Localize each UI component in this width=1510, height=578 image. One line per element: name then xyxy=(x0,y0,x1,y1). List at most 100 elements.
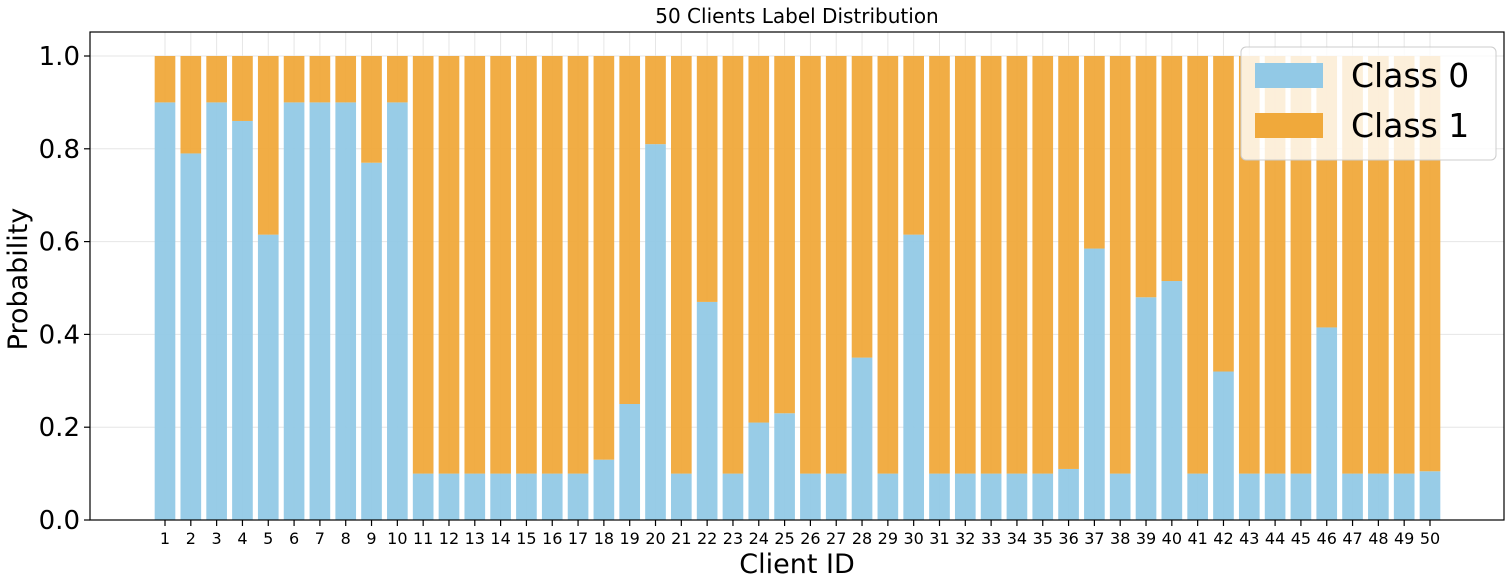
x-tick-label: 22 xyxy=(697,529,717,548)
x-tick-label: 4 xyxy=(237,529,247,548)
bar-class1-client-22 xyxy=(696,56,718,302)
x-tick-label: 47 xyxy=(1342,529,1362,548)
x-tick-label: 17 xyxy=(568,529,588,548)
x-tick-label: 41 xyxy=(1187,529,1207,548)
bar-class1-client-41 xyxy=(1187,56,1208,474)
x-tick-label: 43 xyxy=(1239,529,1259,548)
bar-class0-client-10 xyxy=(387,102,408,521)
bar-class0-client-38 xyxy=(1109,473,1131,520)
bar-class1-client-20 xyxy=(645,56,666,145)
bar-class0-client-34 xyxy=(1006,473,1028,520)
bar-class0-client-5 xyxy=(257,234,279,520)
x-tick-label: 44 xyxy=(1265,529,1285,548)
bar-class0-client-6 xyxy=(283,102,305,521)
y-axis: 0.0 0.2 0.4 0.6 0.8 1.0 xyxy=(39,42,90,536)
y-tick-label: 1.0 xyxy=(39,42,80,72)
plot-frame xyxy=(89,31,1505,521)
bar-class1-client-9 xyxy=(361,56,382,163)
bar-class1-client-7 xyxy=(309,56,331,103)
bar-class1-client-42 xyxy=(1213,56,1234,372)
x-tick-label: 39 xyxy=(1136,529,1156,548)
x-tick-label: 45 xyxy=(1291,529,1311,548)
bar-class0-client-23 xyxy=(722,473,744,520)
x-tick-label: 27 xyxy=(826,529,846,548)
bar-class1-client-8 xyxy=(335,56,357,103)
bar-class1-client-39 xyxy=(1135,56,1157,298)
x-tick-label: 6 xyxy=(289,529,299,548)
bar-class0-client-29 xyxy=(877,473,899,520)
bar-class0-client-39 xyxy=(1135,297,1157,520)
bar-class0-client-47 xyxy=(1342,473,1363,520)
bar-class1-client-4 xyxy=(232,56,253,121)
bar-class1-client-37 xyxy=(1084,56,1105,249)
x-tick-label: 3 xyxy=(212,529,222,548)
bar-class0-client-9 xyxy=(361,162,382,520)
bar-class0-client-32 xyxy=(954,473,976,520)
x-tick-label: 46 xyxy=(1317,529,1337,548)
bar-class1-client-34 xyxy=(1006,56,1028,474)
legend: Class 0 Class 1 xyxy=(1240,46,1497,161)
bar-class0-client-20 xyxy=(645,144,666,520)
x-tick-label: 38 xyxy=(1110,529,1130,548)
x-tick-label: 8 xyxy=(341,529,351,548)
x-tick-label: 7 xyxy=(315,529,325,548)
bar-class1-client-25 xyxy=(774,56,795,414)
bar-class0-client-42 xyxy=(1213,371,1234,520)
bar-class1-client-31 xyxy=(929,56,950,474)
x-tick-label: 20 xyxy=(645,529,665,548)
x-tick-label: 2 xyxy=(186,529,196,548)
x-tick-label: 29 xyxy=(878,529,898,548)
bar-class0-client-21 xyxy=(671,473,692,520)
x-tick-label: 32 xyxy=(955,529,975,548)
bar-class1-client-5 xyxy=(257,56,279,235)
x-tick-label: 18 xyxy=(594,529,614,548)
legend-label-class-0: Class 0 xyxy=(1351,56,1469,95)
x-tick-label: 28 xyxy=(852,529,872,548)
x-tick-label: 34 xyxy=(1007,529,1027,548)
x-tick-label: 16 xyxy=(542,529,562,548)
y-tick-label: 0.2 xyxy=(39,413,80,443)
x-tick-label: 37 xyxy=(1084,529,1104,548)
bar-class0-client-26 xyxy=(800,473,821,520)
bar-class1-client-29 xyxy=(877,56,899,474)
bar-class1-client-24 xyxy=(748,56,770,423)
bar-class1-client-32 xyxy=(954,56,976,474)
bar-class0-client-46 xyxy=(1316,327,1338,520)
x-tick-label: 11 xyxy=(413,529,433,548)
bar-class0-client-11 xyxy=(412,473,434,520)
legend-swatch-class-1 xyxy=(1255,113,1323,138)
x-tick-label: 5 xyxy=(263,529,273,548)
x-tick-label: 40 xyxy=(1162,529,1182,548)
bar-class0-client-2 xyxy=(180,153,202,520)
bar-class0-client-24 xyxy=(748,422,770,520)
bar-class1-client-38 xyxy=(1109,56,1131,474)
bar-class0-client-7 xyxy=(309,102,331,521)
bar-class0-client-45 xyxy=(1290,473,1312,520)
bar-class0-client-28 xyxy=(851,357,873,520)
x-tick-label: 42 xyxy=(1213,529,1233,548)
x-tick-label: 13 xyxy=(465,529,485,548)
bar-class1-client-30 xyxy=(903,56,924,235)
bar-class0-client-35 xyxy=(1032,473,1054,520)
x-axis-label: Client ID xyxy=(739,549,855,578)
bar-class1-client-35 xyxy=(1032,56,1054,474)
x-tick-label: 21 xyxy=(671,529,691,548)
x-tick-label: 31 xyxy=(929,529,949,548)
x-tick-label: 1 xyxy=(160,529,170,548)
y-tick-label: 0.0 xyxy=(39,506,80,536)
y-tick-label: 0.8 xyxy=(39,135,80,165)
bar-class1-client-26 xyxy=(800,56,821,474)
bar-class0-client-50 xyxy=(1419,471,1441,520)
x-tick-label: 26 xyxy=(800,529,820,548)
x-tick-label: 35 xyxy=(1033,529,1053,548)
bar-class0-client-44 xyxy=(1264,473,1286,520)
bar-class0-client-41 xyxy=(1187,473,1208,520)
bar-class1-client-15 xyxy=(516,56,537,474)
x-tick-label: 14 xyxy=(490,529,510,548)
bar-class0-client-8 xyxy=(335,102,357,521)
bar-class1-client-19 xyxy=(619,56,641,404)
bar-class1-client-14 xyxy=(490,56,511,474)
x-tick-label: 12 xyxy=(439,529,459,548)
bar-class1-client-12 xyxy=(438,56,460,474)
